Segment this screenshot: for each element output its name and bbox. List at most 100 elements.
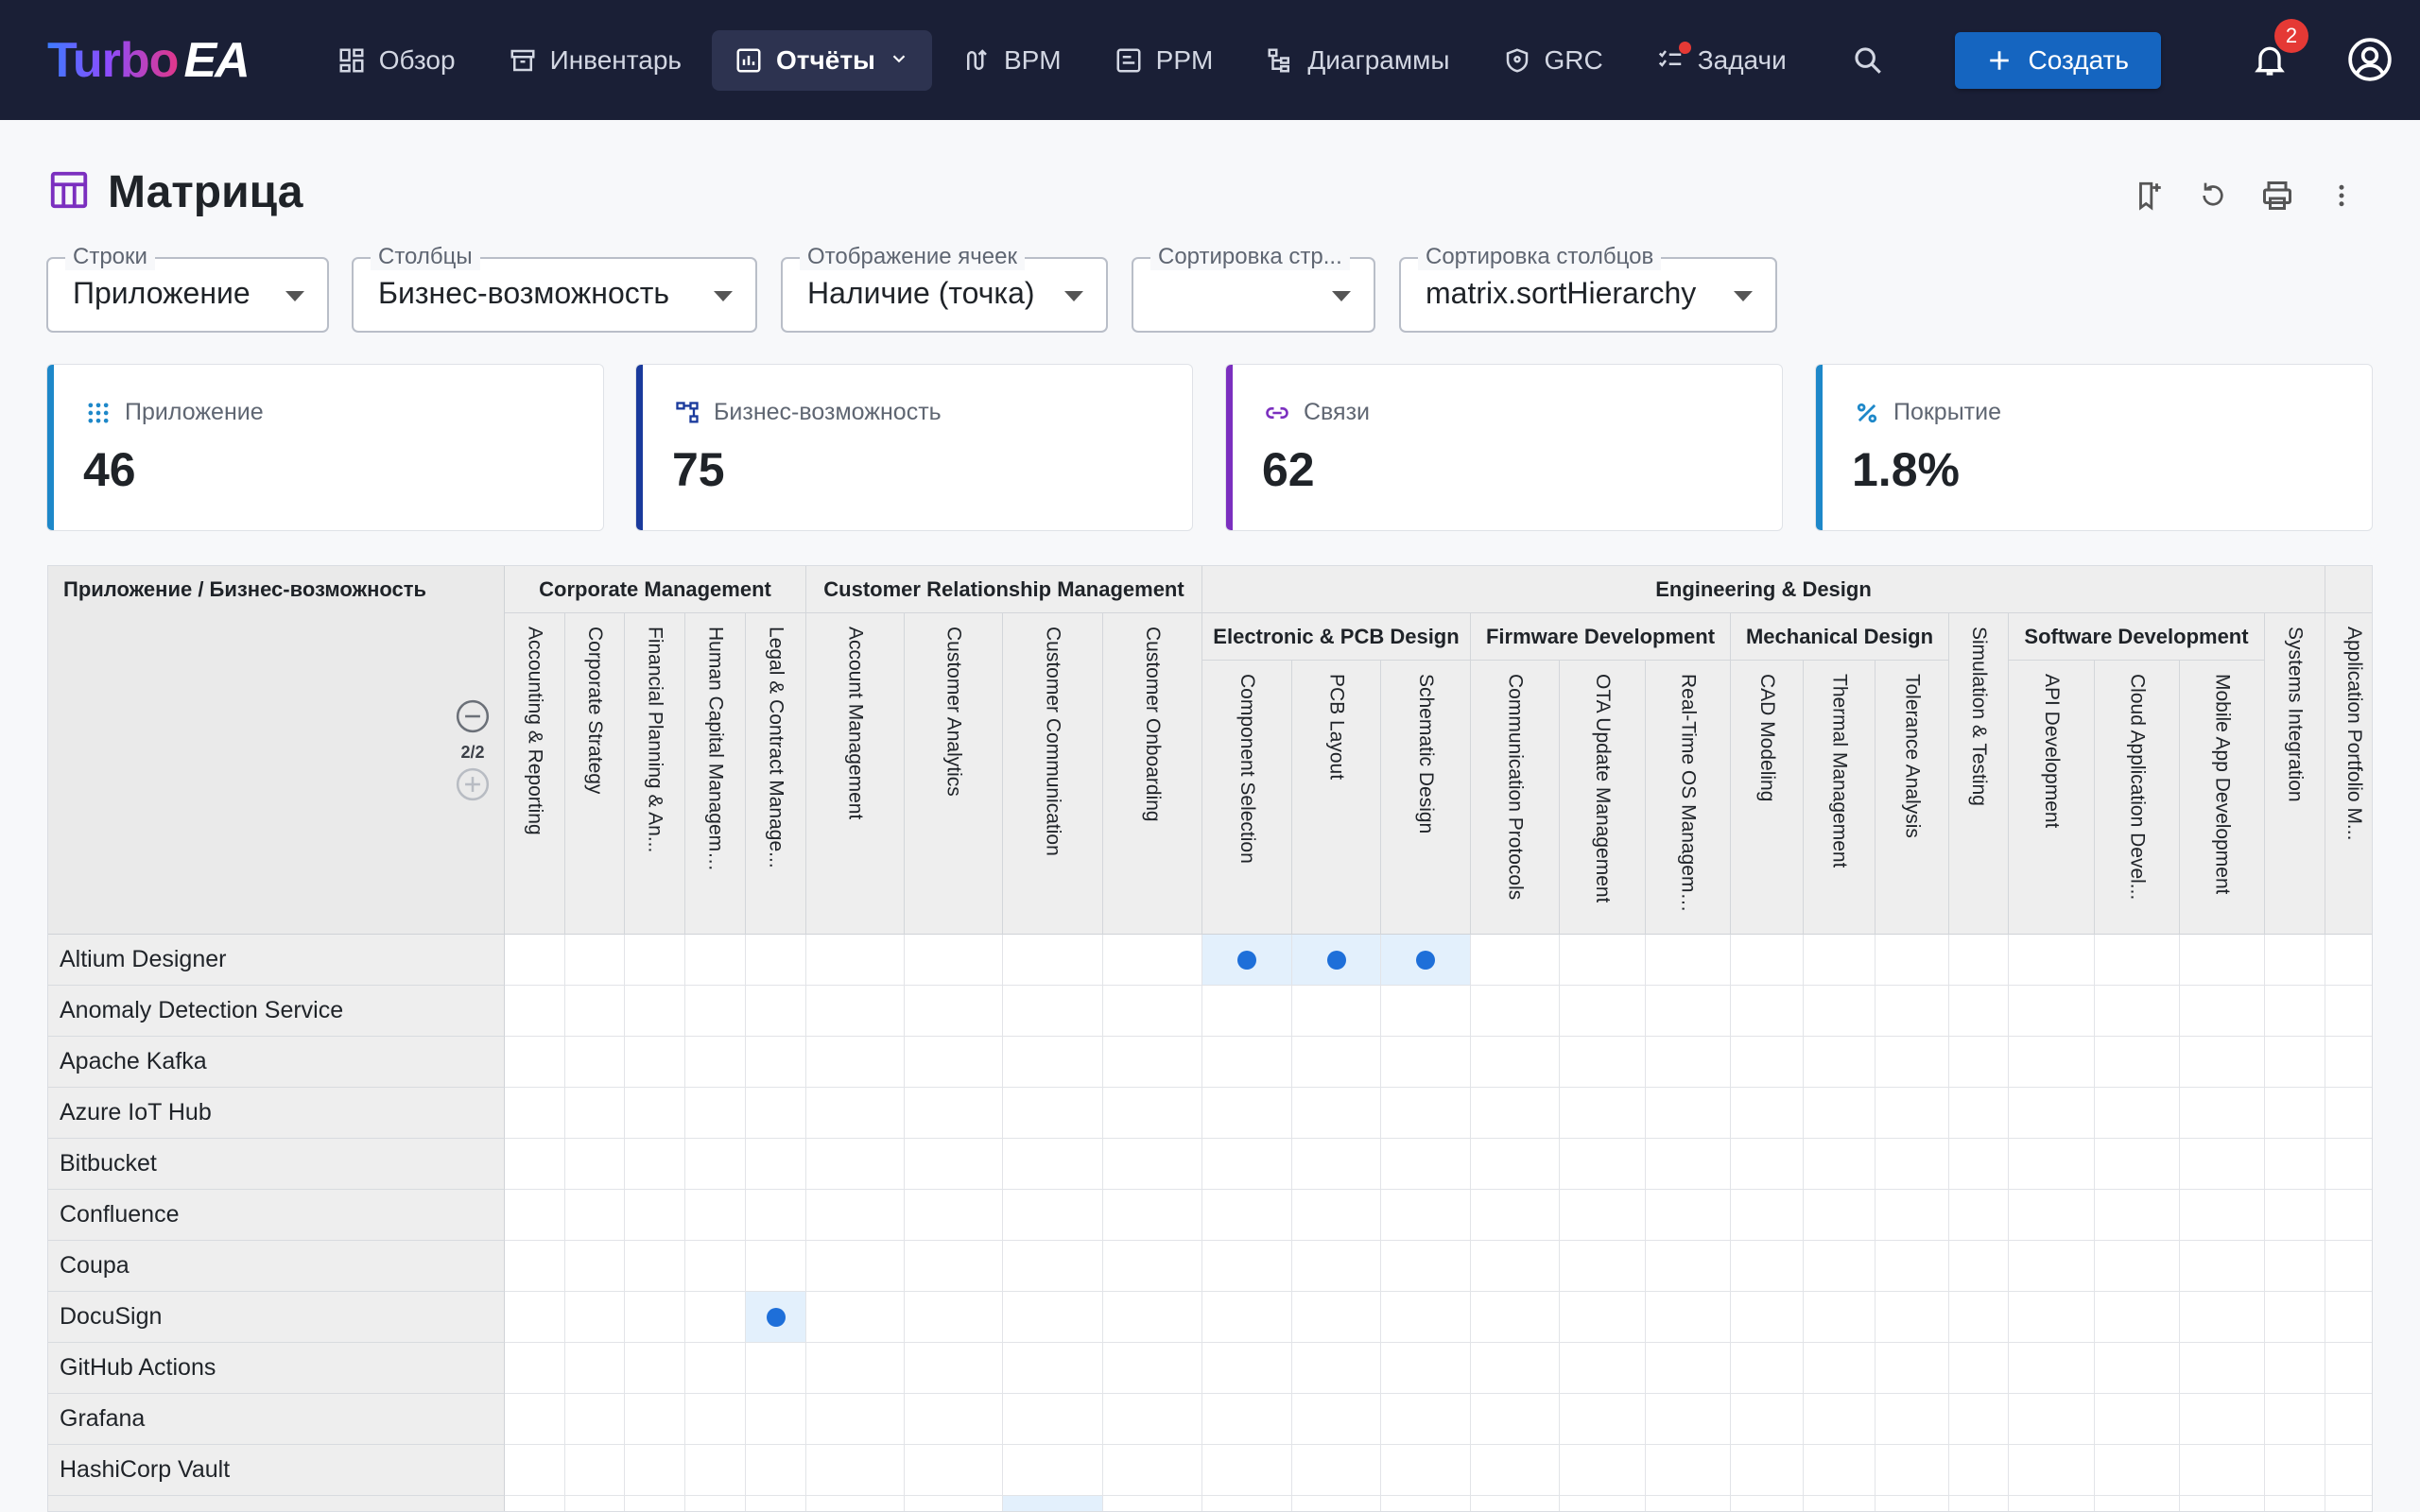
matrix-cell[interactable] (1003, 986, 1103, 1037)
row-label[interactable]: Bitbucket (48, 1139, 505, 1190)
matrix-cell[interactable] (1804, 986, 1876, 1037)
matrix-cell[interactable] (1876, 1394, 1949, 1445)
matrix-cell[interactable] (2325, 1241, 2372, 1292)
nav-item-2[interactable]: Отчёты (712, 29, 932, 91)
matrix-cell[interactable] (806, 1292, 905, 1343)
matrix-cell[interactable] (505, 935, 565, 986)
matrix-cell[interactable] (1731, 1139, 1804, 1190)
matrix-cell[interactable] (2009, 935, 2095, 986)
matrix-cell[interactable] (1876, 1496, 1949, 1511)
matrix-cell[interactable] (565, 1037, 625, 1088)
matrix-cell[interactable] (685, 1139, 746, 1190)
matrix-cell[interactable] (905, 1088, 1003, 1139)
matrix-cell[interactable] (1003, 1139, 1103, 1190)
matrix-cell[interactable] (1731, 1241, 1804, 1292)
matrix-cell[interactable] (1471, 986, 1560, 1037)
row-label[interactable]: Altium Designer (48, 935, 505, 986)
matrix-cell[interactable] (905, 1445, 1003, 1496)
nav-item-0[interactable]: Обзор (315, 30, 478, 91)
column-header[interactable]: Accounting & Reporting (505, 613, 565, 935)
matrix-cell[interactable] (685, 986, 746, 1037)
matrix-cell[interactable] (625, 1088, 685, 1139)
nav-item-1[interactable]: Инвентарь (486, 30, 704, 91)
matrix-cell[interactable] (905, 1037, 1003, 1088)
matrix-cell[interactable] (1646, 1292, 1731, 1343)
matrix-cell[interactable] (2265, 1190, 2325, 1241)
matrix-cell[interactable] (2009, 1037, 2095, 1088)
matrix-cell[interactable] (1560, 1394, 1646, 1445)
matrix-cell[interactable] (806, 1241, 905, 1292)
matrix-cell[interactable] (1381, 1139, 1471, 1190)
column-subgroup-header[interactable]: Mechanical Design (1731, 613, 1949, 661)
matrix-cell[interactable] (1949, 1496, 2009, 1511)
column-header[interactable]: Real-Time OS Management (1646, 661, 1731, 935)
column-header[interactable]: Account Management (806, 613, 905, 935)
nav-item-3[interactable]: BPM (940, 30, 1084, 91)
matrix-cell[interactable] (2009, 986, 2095, 1037)
column-subgroup-header[interactable]: Firmware Development (1471, 613, 1731, 661)
matrix-cell[interactable] (505, 1343, 565, 1394)
matrix-cell[interactable] (625, 1394, 685, 1445)
matrix-cell[interactable] (625, 1292, 685, 1343)
matrix-cell[interactable] (1103, 1292, 1202, 1343)
matrix-cell[interactable] (1646, 1445, 1731, 1496)
matrix-cell[interactable] (1003, 1088, 1103, 1139)
matrix-cell[interactable] (1103, 935, 1202, 986)
matrix-cell[interactable] (2095, 1037, 2180, 1088)
matrix-cell[interactable] (806, 1037, 905, 1088)
matrix-cell[interactable] (2009, 1190, 2095, 1241)
matrix-cell[interactable] (1646, 1190, 1731, 1241)
matrix-cell[interactable] (1731, 1445, 1804, 1496)
matrix-cell[interactable] (806, 1445, 905, 1496)
matrix-cell[interactable] (2095, 1088, 2180, 1139)
column-header[interactable]: CAD Modeling (1731, 661, 1804, 935)
matrix-cell[interactable] (2009, 1088, 2095, 1139)
matrix-cell[interactable] (2180, 1496, 2265, 1511)
matrix-cell[interactable] (1804, 1088, 1876, 1139)
matrix-cell[interactable] (1646, 1496, 1731, 1511)
matrix-cell[interactable] (1381, 1241, 1471, 1292)
column-header[interactable]: Human Capital Management (685, 613, 746, 935)
matrix-cell[interactable] (505, 1292, 565, 1343)
notifications-button[interactable] (2240, 30, 2299, 89)
matrix-cell[interactable] (1646, 1241, 1731, 1292)
matrix-cell[interactable] (2009, 1343, 2095, 1394)
column-group-header[interactable] (2325, 566, 2372, 613)
matrix-cell[interactable] (905, 1241, 1003, 1292)
row-label[interactable]: Anomaly Detection Service (48, 986, 505, 1037)
matrix-cell[interactable] (1949, 1037, 2009, 1088)
nav-item-6[interactable]: GRC (1480, 30, 1626, 91)
matrix-cell[interactable] (806, 1088, 905, 1139)
matrix-cell[interactable] (1202, 1496, 1292, 1511)
matrix-cell[interactable] (2325, 1190, 2372, 1241)
matrix-cell[interactable] (1202, 1343, 1292, 1394)
reset-icon[interactable] (2193, 176, 2233, 215)
column-header[interactable]: Legal & Contract Manage... (746, 613, 806, 935)
column-header[interactable]: Component Selection (1202, 661, 1292, 935)
matrix-cell[interactable] (1381, 1496, 1471, 1511)
matrix-cell[interactable] (685, 1088, 746, 1139)
row-label[interactable] (48, 1496, 505, 1511)
matrix-cell[interactable] (685, 1190, 746, 1241)
matrix-cell[interactable] (1949, 1343, 2009, 1394)
matrix-cell[interactable] (1560, 1139, 1646, 1190)
matrix-cell[interactable] (1646, 1088, 1731, 1139)
matrix-cell[interactable] (905, 1496, 1003, 1511)
matrix-cell[interactable] (1003, 935, 1103, 986)
matrix-cell[interactable] (1731, 1292, 1804, 1343)
matrix-cell[interactable] (746, 1394, 806, 1445)
matrix-cell[interactable] (1804, 1445, 1876, 1496)
matrix-cell[interactable] (1560, 1037, 1646, 1088)
matrix-cell[interactable] (2265, 1445, 2325, 1496)
matrix-cell[interactable] (1471, 1088, 1560, 1139)
matrix-cell[interactable] (565, 1241, 625, 1292)
row-label[interactable]: Coupa (48, 1241, 505, 1292)
matrix-cell[interactable] (1103, 1190, 1202, 1241)
turbo-ea-logo[interactable]: Turbo EA (47, 32, 251, 88)
matrix-cell[interactable] (1292, 1088, 1381, 1139)
matrix-cell[interactable] (2095, 1190, 2180, 1241)
matrix-cell[interactable] (2095, 1241, 2180, 1292)
column-header[interactable]: Mobile App Development (2180, 661, 2265, 935)
matrix-cell[interactable] (1731, 1343, 1804, 1394)
matrix-cell[interactable] (625, 1343, 685, 1394)
